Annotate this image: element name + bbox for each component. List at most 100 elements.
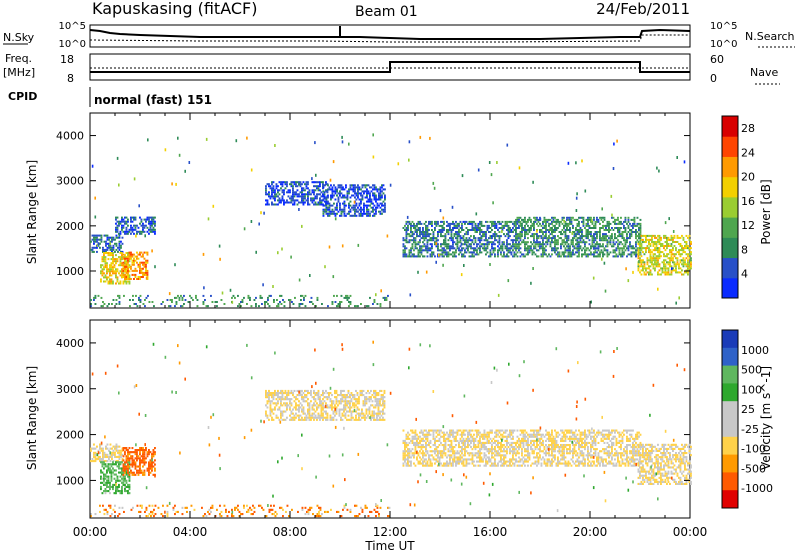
heatmap-cell	[377, 404, 380, 407]
heatmap-cell	[118, 445, 121, 448]
heatmap-cell	[350, 414, 353, 417]
heatmap-cell	[627, 247, 630, 250]
heatmap-cell	[407, 437, 409, 440]
heatmap-cell	[382, 204, 385, 207]
heatmap-cell	[331, 194, 334, 197]
heatmap-cell	[121, 449, 124, 452]
heatmap-cell	[585, 237, 588, 240]
heatmap-cell	[533, 251, 535, 254]
heatmap-cell	[423, 239, 426, 242]
heatmap-cell	[308, 193, 311, 196]
heatmap-cell	[130, 267, 132, 270]
heatmap-cell	[299, 183, 302, 186]
heatmap-cell	[464, 222, 466, 225]
heatmap-cell	[295, 406, 297, 409]
heatmap-cell	[474, 247, 477, 250]
heatmap-cell	[531, 251, 534, 254]
heatmap-cell	[267, 303, 269, 305]
heatmap-cell	[314, 141, 316, 145]
heatmap-cell	[471, 251, 474, 254]
heatmap-cell	[272, 189, 275, 192]
heatmap-cell	[416, 456, 418, 459]
heatmap-cell	[374, 418, 377, 421]
heatmap-cell	[103, 260, 105, 263]
heatmap-cell	[596, 247, 598, 250]
heatmap-cell	[292, 181, 294, 184]
heatmap-cell	[286, 392, 288, 395]
heatmap-cell	[305, 183, 308, 186]
heatmap-cell	[106, 481, 108, 484]
heatmap-cell	[240, 305, 242, 308]
heatmap-cell	[590, 247, 592, 250]
heatmap-cell	[249, 299, 251, 301]
heatmap-cell	[599, 233, 601, 236]
heatmap-cell	[283, 193, 285, 196]
heatmap-cell	[661, 261, 664, 264]
heatmap-cell	[145, 296, 148, 299]
heatmap-cell	[459, 227, 462, 229]
heatmap-cell	[661, 271, 664, 274]
heatmap-cell	[609, 222, 612, 225]
heatmap-cell	[237, 305, 239, 308]
heatmap-cell	[459, 237, 462, 240]
heatmap-cell	[606, 245, 609, 248]
heatmap-cell	[328, 206, 331, 209]
heatmap-cell	[104, 274, 107, 277]
heatmap-cell	[513, 255, 516, 258]
heatmap-cell	[414, 227, 417, 229]
heatmap-cell	[295, 412, 297, 415]
heatmap-cell	[100, 296, 103, 299]
heatmap-cell	[347, 402, 350, 405]
heatmap-cell	[681, 245, 683, 247]
heatmap-cell	[446, 231, 448, 233]
heatmap-cell	[414, 437, 417, 440]
heatmap-cell	[664, 267, 667, 270]
heatmap-cell	[407, 450, 409, 453]
heatmap-cell	[524, 243, 526, 246]
heatmap-cell	[271, 400, 273, 403]
heatmap-cell	[470, 239, 472, 242]
heatmap-cell	[112, 238, 115, 241]
heatmap-cell	[94, 455, 97, 458]
heatmap-cell	[603, 233, 606, 236]
heatmap-cell	[667, 245, 670, 247]
heatmap-cell	[372, 210, 374, 213]
heatmap-cell	[269, 410, 272, 413]
heatmap-cell	[290, 195, 293, 198]
heatmap-cell	[551, 239, 553, 242]
heatmap-cell	[97, 449, 100, 452]
heatmap-cell	[483, 245, 486, 248]
heatmap-cell	[480, 229, 483, 231]
heatmap-cell	[443, 247, 445, 250]
heatmap-cell	[573, 237, 576, 240]
heatmap-cell	[440, 231, 442, 233]
heatmap-cell	[545, 233, 547, 236]
heatmap-cell	[593, 255, 595, 258]
heatmap-cell	[377, 412, 380, 415]
heatmap-cell	[685, 247, 688, 250]
heatmap-cell	[552, 247, 555, 250]
heatmap-cell	[305, 187, 308, 190]
heatmap-cell	[125, 461, 128, 464]
heatmap-cell	[379, 206, 382, 209]
heatmap-cell	[91, 447, 94, 450]
heatmap-cell	[587, 229, 589, 231]
heatmap-cell	[591, 222, 594, 225]
heatmap-cell	[649, 261, 652, 264]
heatmap-cell	[524, 216, 526, 219]
heatmap-cell	[347, 392, 350, 395]
heatmap-cell	[379, 398, 381, 401]
heatmap-cell	[425, 458, 427, 461]
heatmap-cell	[380, 410, 383, 413]
heatmap-cell	[352, 190, 355, 193]
heatmap-cell	[623, 224, 625, 227]
heatmap-cell	[353, 200, 356, 204]
heatmap-cell	[300, 299, 302, 301]
heatmap-cell	[413, 239, 415, 242]
heatmap-cell	[447, 222, 450, 225]
heatmap-cell	[281, 398, 284, 401]
heatmap-cell	[187, 301, 190, 303]
heatmap-cell	[545, 235, 547, 238]
heatmap-cell	[557, 247, 559, 250]
heatmap-cell	[140, 218, 143, 221]
